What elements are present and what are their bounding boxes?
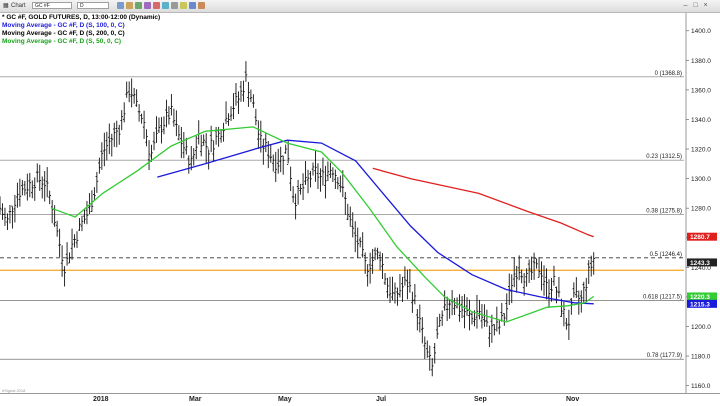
chart-canvas[interactable]: 1160.01180.01200.01220.01240.01260.01280… (0, 13, 720, 393)
legend-ma200: Moving Average - GC #F, D (S, 200, 0, C) (2, 30, 125, 37)
fib-level-label: 0.78 (1177.9) (647, 353, 682, 359)
fib-level-label: 0 (1368.8) (655, 71, 682, 77)
chart-title: * GC #F, GOLD FUTURES, D, 13:00-12:00 (D… (2, 14, 161, 21)
y-tick-label: 1200.0 (691, 324, 711, 331)
x-tick-label: 2018 (93, 396, 109, 403)
price-tag (687, 292, 717, 301)
price-tag-label: 1215.3 (690, 301, 710, 308)
toolbar-button-8[interactable] (180, 2, 187, 9)
close-icon[interactable]: × (703, 2, 708, 9)
price-tag (687, 258, 717, 267)
price-tag-label: 1243.3 (690, 260, 710, 267)
y-tick-label: 1180.0 (691, 354, 711, 361)
toolbar-button-2[interactable] (126, 2, 133, 9)
y-tick-label: 1400.0 (691, 28, 711, 35)
toolbar-button-4[interactable] (144, 2, 151, 9)
x-axis: 2018 Mar May Jul Sep Nov (0, 393, 720, 406)
toolbar-button-9[interactable] (189, 2, 196, 9)
fib-level-label: 0.5 (1246.4) (650, 252, 682, 258)
y-tick-label: 1320.0 (691, 147, 711, 154)
y-tick-label: 1360.0 (691, 87, 711, 94)
fib-level-label: 0.38 (1275.8) (646, 208, 682, 214)
toolbar-button-3[interactable] (135, 2, 142, 9)
toolbar-button-1[interactable] (117, 2, 124, 9)
x-tick-label: Mar (189, 396, 202, 403)
x-tick-label: May (278, 396, 292, 403)
toolbar-button-10[interactable] (198, 2, 205, 9)
price-tag-label: 1220.3 (690, 294, 710, 301)
legend-ma50: Moving Average - GC #F, D (S, 50, 0, C) (2, 38, 122, 45)
toolbar-button-5[interactable] (153, 2, 160, 9)
y-tick-label: 1160.0 (691, 383, 711, 390)
chart-toolbar: ▦ Chart GC #F D – □ × (0, 0, 720, 13)
price-chart[interactable]: 1160.01180.01200.01220.01240.01260.01280… (0, 13, 720, 393)
watermark: eSignal 2018 (2, 388, 26, 393)
x-tick-label: Nov (566, 396, 580, 403)
price-tag (687, 299, 717, 308)
chart-icon: ▦ (3, 3, 9, 9)
x-tick-label: Sep (474, 396, 487, 403)
symbol-input[interactable]: GC #F (32, 2, 72, 9)
y-axis-panel (686, 13, 720, 393)
toolbar-button-7[interactable] (171, 2, 178, 9)
price-tag (687, 232, 717, 241)
price-tag-label: 1280.7 (690, 234, 710, 241)
moving-average-line (51, 126, 595, 323)
chart-tab-label[interactable]: Chart (11, 3, 26, 9)
fib-level-label: 0.618 (1217.5) (643, 295, 682, 301)
legend-ma100: Moving Average - GC #F, D (S, 100, 0, C) (2, 22, 125, 29)
y-tick-label: 1240.0 (691, 265, 711, 272)
fib-level-label: 0.23 (1312.5) (646, 154, 682, 160)
y-tick-label: 1340.0 (691, 117, 711, 124)
minimize-icon[interactable]: – (683, 2, 688, 9)
y-tick-label: 1300.0 (691, 176, 711, 183)
interval-input[interactable]: D (77, 2, 109, 9)
maximize-icon[interactable]: □ (693, 2, 698, 9)
toolbar-button-6[interactable] (162, 2, 169, 9)
x-tick-label: Jul (376, 396, 387, 403)
y-tick-label: 1280.0 (691, 206, 711, 213)
moving-average-line (372, 167, 594, 238)
moving-average-line (157, 139, 594, 305)
y-tick-label: 1380.0 (691, 58, 711, 65)
